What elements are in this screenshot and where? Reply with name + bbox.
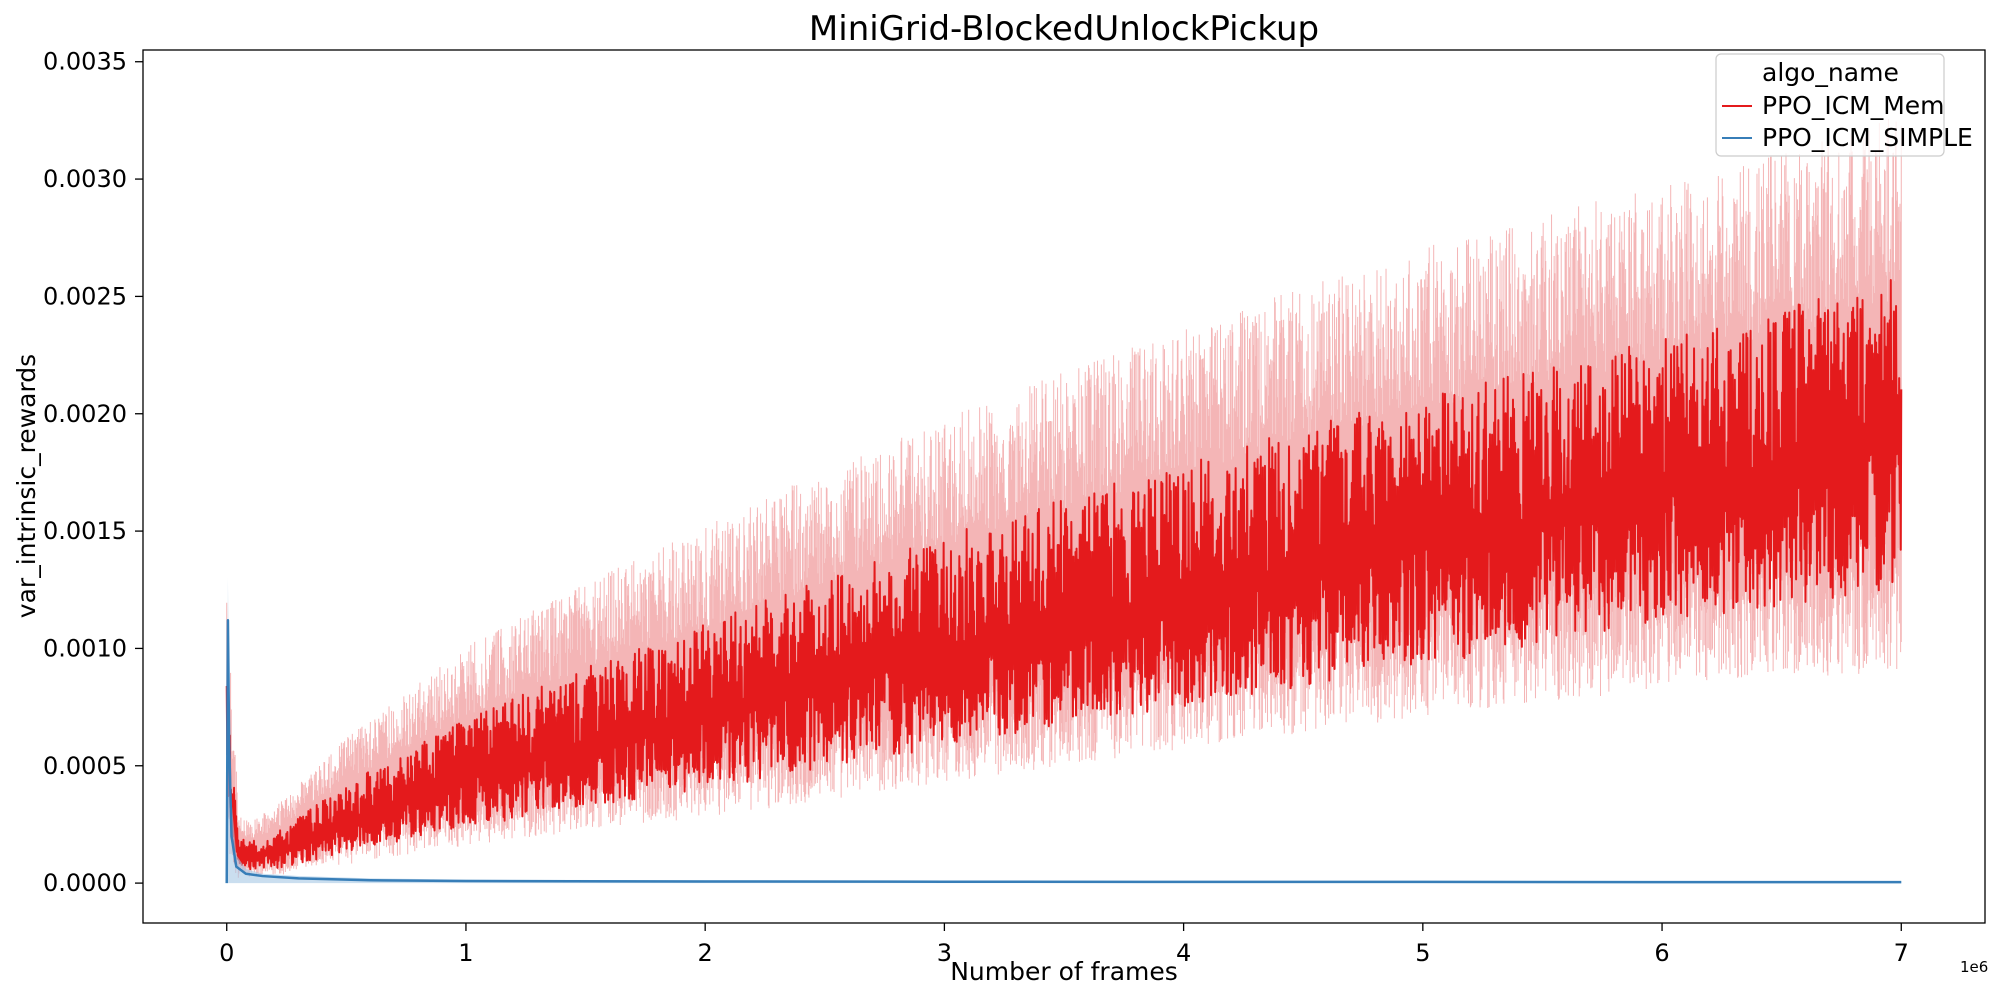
y-tick-label: 0.0015 — [43, 517, 127, 545]
legend-label-ppo-icm-simple: PPO_ICM_SIMPLE — [1762, 123, 1973, 152]
y-tick-label: 0.0005 — [43, 752, 127, 780]
ppo-icm-mem-line — [225, 279, 1903, 871]
x-tick-label: 6 — [1654, 939, 1669, 967]
x-tick-label: 4 — [1176, 939, 1191, 967]
chart-title: MiniGrid-BlockedUnlockPickup — [809, 9, 1319, 49]
plot-frame — [142, 49, 1986, 924]
ppo-icm-simple-line — [225, 619, 1902, 884]
x-axis-label: Number of frames — [950, 957, 1178, 986]
y-axis-label: var_intrinsic_rewards — [12, 354, 41, 618]
x-tick-label: 1 — [458, 939, 473, 967]
x-tick-label: 5 — [1415, 939, 1430, 967]
y-tick-label: 0.0030 — [43, 165, 127, 193]
axes: 0 1 2 3 4 5 6 7 0.0000 0.0005 0.0010 0.0015 0.0020 0.… — [43, 48, 1909, 967]
y-tick-label: 0.0000 — [43, 869, 127, 897]
x-tick-label: 2 — [698, 939, 713, 967]
x-tick-label: 0 — [219, 939, 234, 967]
legend-box — [1715, 53, 1945, 157]
legend-title: algo_name — [1762, 58, 1899, 87]
plot-area — [225, 118, 1903, 884]
y-tick-label: 0.0035 — [43, 48, 127, 76]
x-tick-label: 3 — [937, 939, 952, 967]
legend: algo_name PPO_ICM_Mem PPO_ICM_SIMPLE — [1715, 53, 1973, 157]
x-tick-label: 7 — [1894, 939, 1909, 967]
x-axis-offset-label: 1e6 — [1960, 958, 1988, 976]
y-tick-label: 0.0010 — [43, 634, 127, 662]
y-tick-label: 0.0025 — [43, 282, 127, 310]
legend-label-ppo-icm-mem: PPO_ICM_Mem — [1762, 91, 1945, 120]
y-tick-label: 0.0020 — [43, 400, 127, 428]
